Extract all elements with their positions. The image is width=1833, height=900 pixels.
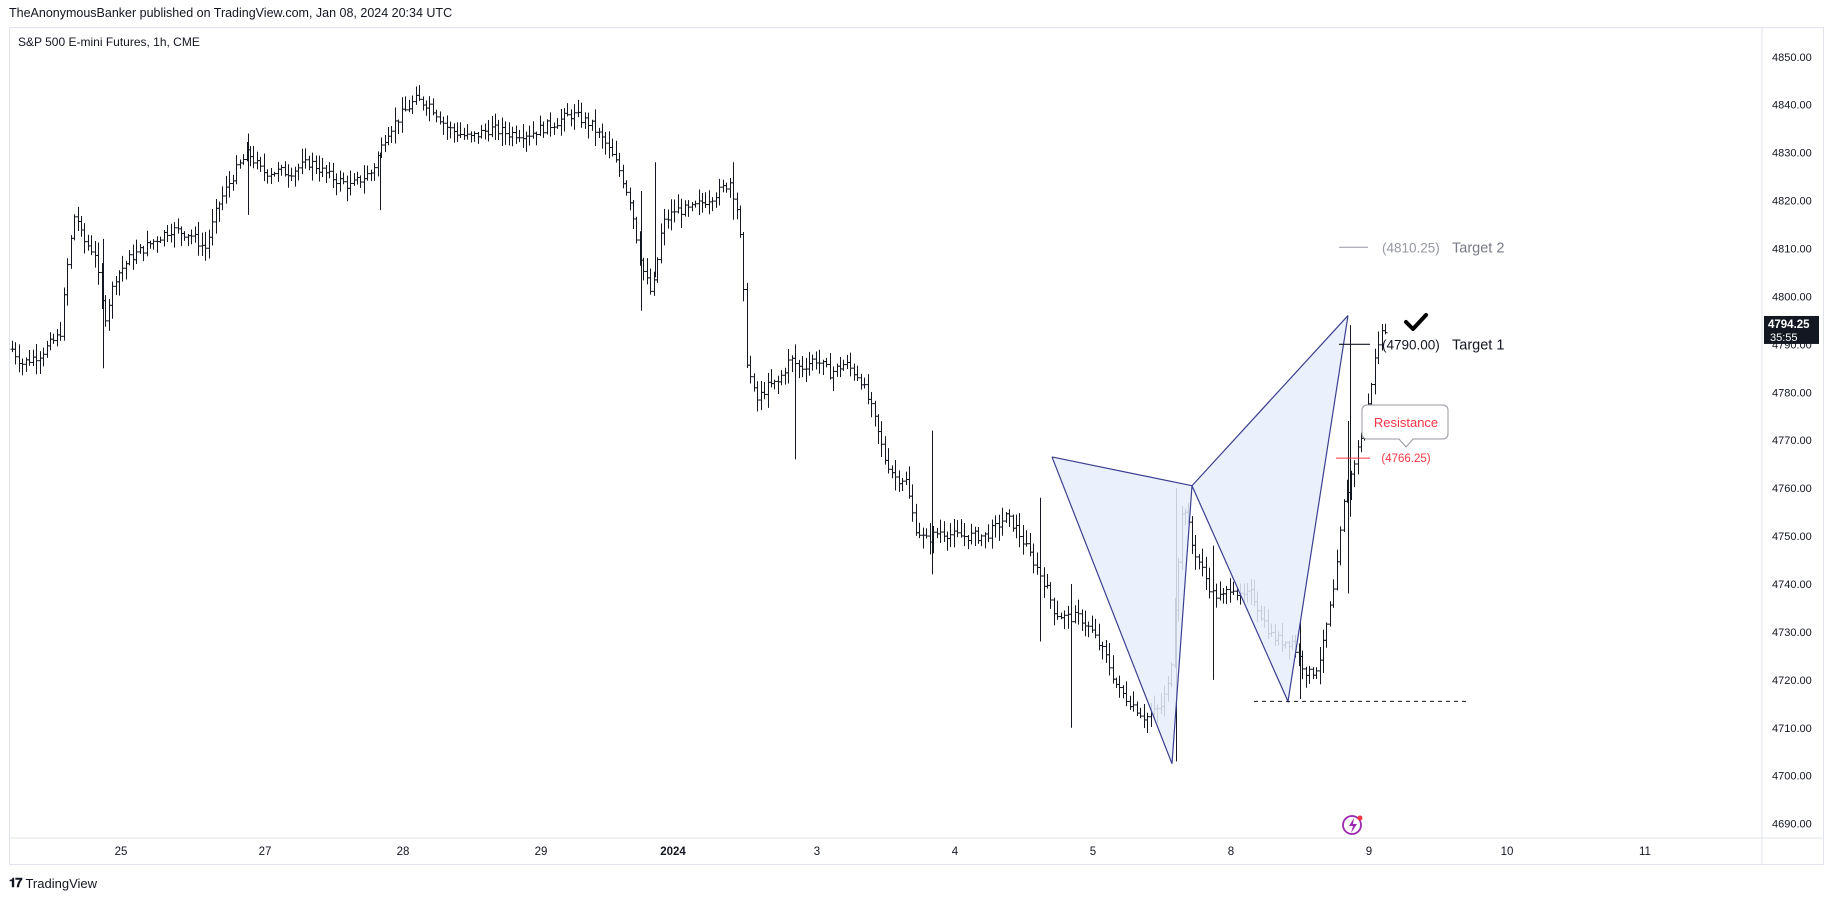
y-tick-label: 4730.00 (1772, 627, 1812, 639)
y-tick-label: 4740.00 (1772, 579, 1812, 591)
target2-value: (4810.25) (1382, 240, 1440, 255)
y-tick-label: 4760.00 (1772, 483, 1812, 495)
pattern-xb-line[interactable] (1051, 456, 1193, 487)
tradingview-footer[interactable]: 𝟏𝟕 TradingView (9, 875, 97, 891)
event-lightning-bolt (1349, 818, 1357, 833)
target1-label: Target 1 (1452, 337, 1504, 353)
resistance-callout[interactable] (1361, 404, 1449, 448)
x-tick-label: 4 (952, 846, 959, 858)
tradingview-logo-icon: 𝟏𝟕 (9, 875, 23, 890)
brand-label: TradingView (25, 875, 98, 891)
y-tick-label: 4750.00 (1772, 531, 1812, 543)
event-lightning-icon[interactable] (1342, 815, 1362, 835)
y-tick-label: 4780.00 (1772, 387, 1812, 399)
x-tick-label: 28 (397, 846, 410, 858)
checkmark-icon (1404, 313, 1428, 331)
x-tick-label: 8 (1228, 846, 1234, 858)
last-price-value: 4794.25 (1768, 319, 1810, 331)
chart-frame (9, 27, 1824, 865)
last-price-badge (1764, 315, 1819, 344)
y-tick-label: 4710.00 (1772, 723, 1812, 735)
event-dot (1357, 815, 1363, 821)
target1-value: (4790.00) (1382, 337, 1440, 352)
x-tick-label: 5 (1090, 846, 1096, 858)
y-tick-label: 4820.00 (1772, 196, 1812, 208)
pattern-bd-line[interactable] (1191, 315, 1349, 487)
y-tick-label: 4690.00 (1772, 819, 1812, 831)
resistance-label: Resistance (1374, 415, 1438, 430)
publish-info: TheAnonymousBanker published on TradingV… (9, 6, 453, 20)
symbol-label[interactable]: S&P 500 E-mini Futures, 1h, CME (18, 35, 200, 49)
y-tick-label: 4700.00 (1772, 771, 1812, 783)
y-tick-label: 4830.00 (1772, 148, 1812, 160)
y-tick-label: 4840.00 (1772, 100, 1812, 112)
resistance-value: (4766.25) (1381, 453, 1430, 465)
y-tick-label: 4850.00 (1772, 52, 1812, 64)
x-tick-label: 10 (1501, 846, 1514, 858)
x-tick-label: 2024 (660, 846, 686, 858)
y-tick-label: 4720.00 (1772, 675, 1812, 687)
x-tick-label: 9 (1366, 846, 1372, 858)
bar-countdown: 35:55 (1770, 332, 1798, 344)
x-tick-label: 29 (535, 846, 548, 858)
x-tick-label: 25 (115, 846, 128, 858)
y-tick-label: 4770.00 (1772, 435, 1812, 447)
target2-label: Target 2 (1452, 240, 1504, 256)
y-tick-label: 4810.00 (1772, 243, 1812, 255)
x-tick-label: 11 (1639, 846, 1651, 858)
x-tick-label: 3 (814, 846, 820, 858)
y-tick-label: 4800.00 (1772, 291, 1812, 303)
x-tick-label: 27 (259, 846, 272, 858)
pattern-bcd-fill (1192, 315, 1348, 702)
pattern-xab-fill (1052, 456, 1192, 764)
